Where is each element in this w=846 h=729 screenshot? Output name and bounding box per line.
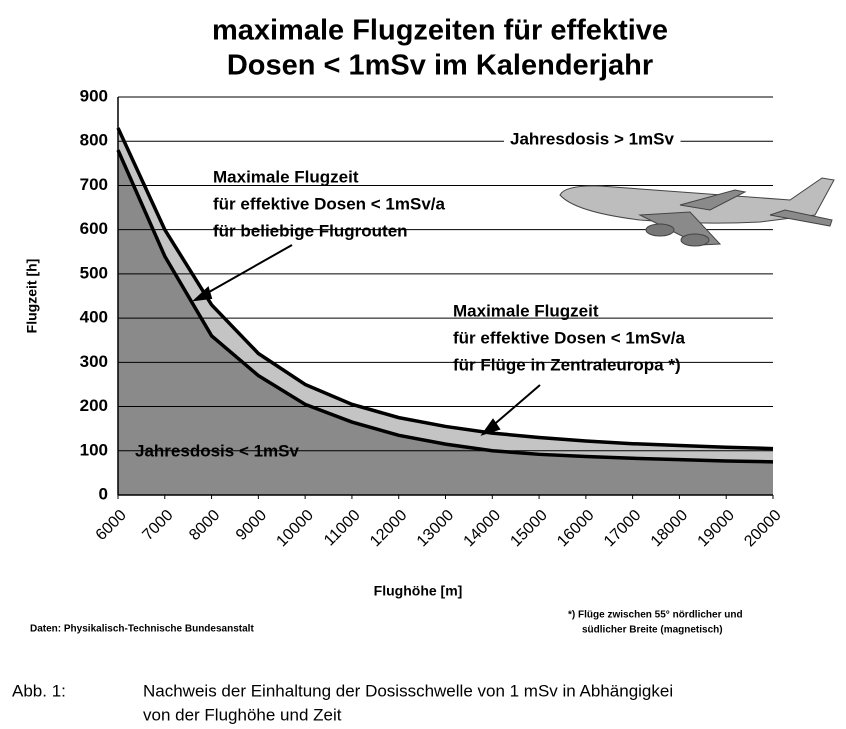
arrows	[192, 244, 541, 436]
line	[116, 127, 774, 451]
annotation-background	[504, 127, 681, 151]
annotation: für effektive Dosen < 1mSv/a	[213, 194, 446, 213]
y-tick-label: 400	[80, 308, 108, 327]
chart-title: maximale Flugzeiten für effektive	[212, 15, 668, 47]
caption-label: Abb. 1:	[12, 681, 66, 700]
x-axis-label: Flughöhe [m]	[374, 583, 463, 599]
annotation: für Flüge in Zentraleuropa *)	[453, 355, 681, 374]
line	[116, 149, 774, 464]
footnote: *) Flüge zwischen 55° nördlicher und	[568, 610, 743, 621]
y-tick-label: 100	[80, 440, 108, 459]
y-tick-label: 600	[80, 219, 108, 238]
caption: Nachweis der Einhaltung der Dosisschwell…	[143, 681, 673, 700]
y-tick-label: 800	[80, 131, 108, 150]
y-axis-label: Flugzeit [h]	[24, 259, 40, 334]
annotations: Jahresdosis > 1mSv Maximale Flugzeit für e…	[135, 127, 686, 460]
y-tick-label: 200	[80, 396, 108, 415]
y-tick-label: 500	[80, 263, 108, 282]
annotation: Jahresdosis < 1mSv	[135, 441, 300, 460]
y-tick-label: 900	[80, 86, 108, 105]
caption: von der Flughöhe und Zeit	[143, 705, 342, 724]
annotation: Jahresdosis > 1mSv	[510, 129, 675, 148]
source: Daten: Physikalisch-Technische Bundesans…	[30, 624, 254, 635]
chart-title: Dosen < 1mSv im Kalenderjahr	[227, 50, 653, 82]
area	[118, 150, 773, 496]
footnote: südlicher Breite (magnetisch)	[582, 625, 723, 636]
y-tick-label: 300	[80, 352, 108, 371]
annotation: für effektive Dosen < 1mSv/a	[453, 328, 686, 347]
y-tick-label: 0	[99, 484, 108, 503]
annotation: für beliebige Flugrouten	[213, 221, 408, 240]
airplane	[559, 177, 835, 247]
annotation: Maximale Flugzeit	[453, 301, 599, 320]
y-tick-label: 700	[80, 175, 108, 194]
annotation: Maximale Flugzeit	[213, 167, 359, 186]
